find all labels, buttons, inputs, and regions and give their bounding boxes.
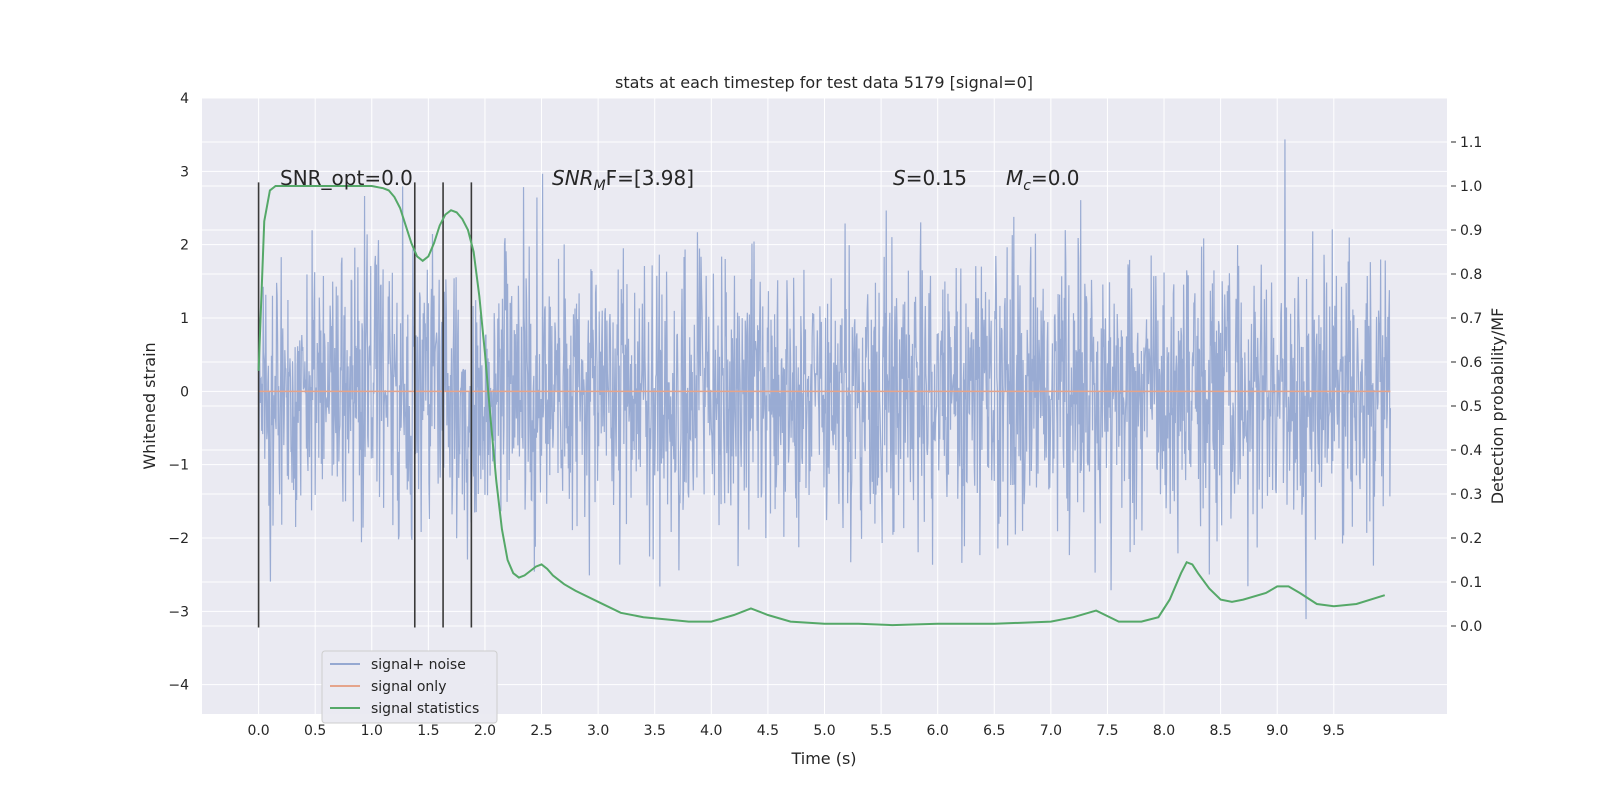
y2-tick-label: 0.7: [1460, 311, 1482, 327]
x-tick-label: 0.0: [247, 723, 269, 739]
y2-tick-label: 0.9: [1460, 223, 1482, 239]
x-tick-label: 3.5: [644, 723, 666, 739]
x-tick-label: 7.5: [1096, 723, 1118, 739]
x-axis-ticks: 0.0 0.5 1.0 1.5 2.0 2.5 3.0 3.5 4.0 4.5 5.0 5.5 6.0 6…: [247, 723, 1344, 739]
x-tick-label: 1.0: [361, 723, 383, 739]
x-axis-label: Time (s): [790, 749, 856, 768]
y2-tick-label: 0.0: [1460, 619, 1482, 635]
x-tick-label: 1.5: [417, 723, 439, 739]
y-axis-ticks: 4 3 2 1 0 −1 −2 −3 −4: [168, 91, 189, 694]
y2-tick-label: 0.1: [1460, 575, 1482, 591]
x-tick-label: 6.0: [927, 723, 949, 739]
y2-axis-label: Detection probability/MF: [1488, 308, 1507, 505]
y2-axis-ticks: 1.1 1.0 0.9 0.8 0.7 0.6 0.5 0.4 0.3 0.2 0.1 0.0: [1451, 135, 1482, 635]
annotation-snr-mf: SNRMF=[3.98]: [552, 166, 694, 194]
x-tick-label: 9.0: [1266, 723, 1288, 739]
y2-tick-label: 1.1: [1460, 135, 1482, 151]
y2-tick-label: 0.5: [1460, 399, 1482, 415]
y-tick-label: 0: [180, 384, 189, 400]
legend-label-signal-only: signal only: [371, 679, 446, 695]
x-tick-label: 8.0: [1153, 723, 1175, 739]
x-tick-label: 2.0: [474, 723, 496, 739]
y2-tick-label: 0.2: [1460, 531, 1482, 547]
y2-tick-label: 0.3: [1460, 487, 1482, 503]
legend: signal+ noise signal only signal statist…: [321, 650, 498, 724]
x-tick-label: 7.0: [1040, 723, 1062, 739]
y2-tick-label: 0.6: [1460, 355, 1482, 371]
x-tick-label: 9.5: [1323, 723, 1345, 739]
y2-tick-label: 1.0: [1460, 179, 1482, 195]
x-tick-label: 4.5: [757, 723, 779, 739]
y2-tick-label: 0.8: [1460, 267, 1482, 283]
y-axis-label: Whitened strain: [140, 342, 159, 469]
legend-label-signal-plus-noise: signal+ noise: [371, 657, 466, 673]
y2-tick-label: 0.4: [1460, 443, 1482, 459]
y-tick-label: −1: [168, 458, 189, 474]
x-tick-label: 3.0: [587, 723, 609, 739]
x-tick-label: 4.0: [700, 723, 722, 739]
x-tick-label: 0.5: [304, 723, 326, 739]
legend-box: [321, 650, 498, 724]
vertical-markers: [257, 182, 473, 628]
y-tick-label: −4: [168, 678, 189, 694]
x-tick-label: 5.5: [870, 723, 892, 739]
annotation-s: S=0.15: [893, 166, 967, 190]
legend-label-signal-statistics: signal statistics: [371, 701, 479, 717]
y-tick-label: −3: [168, 604, 189, 620]
x-tick-label: 2.5: [530, 723, 552, 739]
y-tick-label: 1: [180, 311, 189, 327]
y-tick-label: 4: [180, 91, 189, 107]
x-tick-label: 6.5: [983, 723, 1005, 739]
chart-title: stats at each timestep for test data 517…: [615, 73, 1033, 92]
annotation-snr-opt: SNR_opt=0.0: [280, 166, 413, 190]
y-tick-label: 3: [180, 164, 189, 180]
series-signal-statistics: [257, 185, 1386, 627]
y-tick-label: −2: [168, 531, 189, 547]
x-tick-label: 8.5: [1210, 723, 1232, 739]
x-tick-label: 5.0: [813, 723, 835, 739]
annotation-mc: Mc=0.0: [1006, 166, 1080, 194]
y-tick-label: 2: [180, 238, 189, 254]
statistics-curve: [257, 185, 1386, 627]
